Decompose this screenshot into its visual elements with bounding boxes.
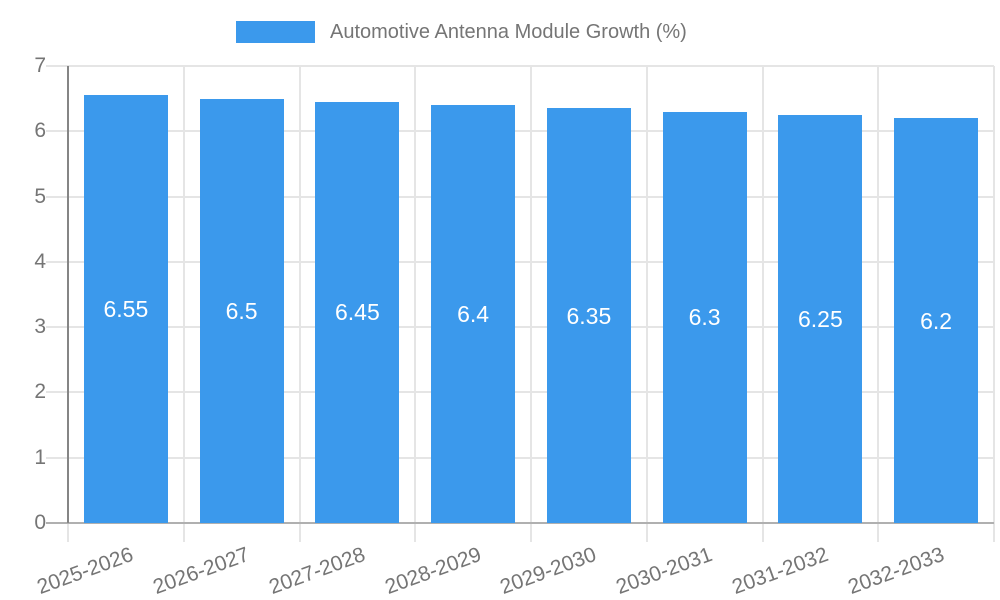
bar-value-label: 6.45 — [334, 299, 380, 326]
x-gridline — [182, 66, 185, 542]
y-tick-label: 7 — [34, 54, 46, 77]
x-gridline — [761, 66, 764, 542]
y-gridline — [46, 326, 994, 329]
y-tick-label: 6 — [34, 119, 46, 143]
x-tick-label: 2025-2026 — [34, 543, 137, 599]
bar-value-label: 6.55 — [103, 296, 149, 323]
bar — [546, 108, 631, 523]
bar — [315, 101, 400, 523]
y-tick-label: 4 — [34, 249, 46, 273]
legend: Automotive Antenna Module Growth (%) — [0, 0, 1000, 55]
bar — [778, 114, 863, 523]
x-tick-label: 2027-2028 — [265, 543, 369, 599]
x-gridline — [645, 66, 648, 542]
bar — [662, 111, 747, 523]
bar — [83, 95, 168, 523]
x-tick-label: 2030-2031 — [613, 543, 716, 599]
legend-swatch — [236, 21, 315, 43]
x-gridline — [530, 66, 532, 542]
x-gridline — [877, 66, 880, 542]
y-axis-line — [67, 66, 69, 523]
x-gridline — [414, 66, 417, 542]
y-gridline — [46, 195, 994, 198]
x-gridline — [298, 66, 301, 542]
y-gridline — [46, 456, 994, 459]
bar — [199, 98, 284, 523]
x-tick-label: 2026-2027 — [150, 543, 253, 599]
plot-area: 0 1 2 3 4 5 6 7 6.55 2025-2026 6.5 2026-2027 6.45 202… — [34, 54, 995, 599]
x-tick-label: 2032-2033 — [844, 543, 947, 599]
x-tick-label: 2031-2032 — [728, 543, 832, 599]
bar-value-label: 6.5 — [225, 297, 258, 324]
bar-value-label: 6.4 — [457, 301, 490, 328]
y-gridline — [46, 522, 994, 524]
y-gridline — [46, 130, 994, 133]
bar-value-label: 6.2 — [920, 307, 953, 334]
bar-value-label: 6.35 — [566, 302, 612, 329]
y-tick-label: 2 — [34, 380, 46, 404]
x-tick-label: 2029-2030 — [497, 543, 600, 599]
y-tick-label: 0 — [34, 511, 46, 534]
y-gridline — [46, 260, 994, 263]
x-gridline — [993, 66, 995, 542]
y-tick-label: 5 — [34, 184, 46, 208]
y-gridline — [46, 391, 994, 394]
bar — [894, 118, 979, 523]
bar-value-label: 6.3 — [688, 304, 721, 331]
y-tick-label: 1 — [34, 445, 46, 469]
x-tick-label: 2028-2029 — [381, 543, 484, 599]
y-gridline — [46, 65, 994, 67]
y-tick-label: 3 — [34, 315, 46, 339]
bar-value-label: 6.25 — [797, 305, 843, 332]
legend-label: Automotive Antenna Module Growth (%) — [330, 21, 687, 43]
bar — [431, 105, 516, 523]
